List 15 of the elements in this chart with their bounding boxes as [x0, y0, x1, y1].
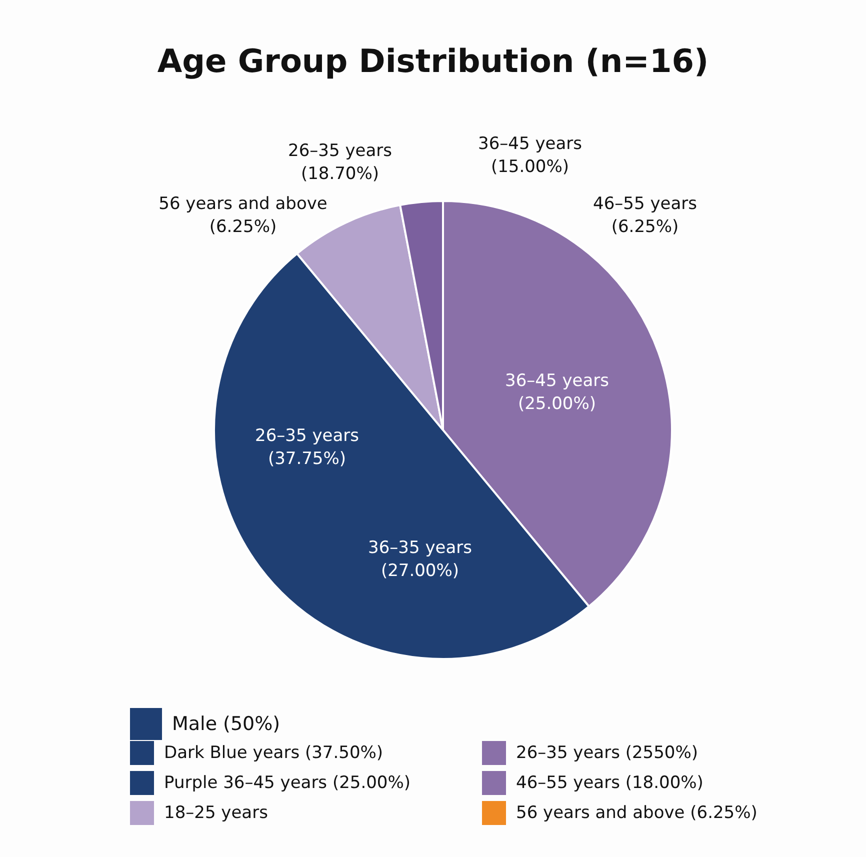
- text: 36–35 years (27.00%): [368, 537, 472, 583]
- text: 36–45 years (15.00%): [478, 133, 582, 179]
- text: 26–35 years (18.70%): [288, 140, 392, 186]
- text: 26–35 years (2550%): [516, 742, 698, 764]
- text: 46–55 years (18.00%): [516, 772, 704, 794]
- text: Purple 36–45 years (25.00%): [164, 772, 411, 794]
- chart-title: Age Group Distribution (n=16): [156, 42, 710, 80]
- text: 36–45 years (25.00%): [505, 370, 609, 416]
- text: 56 years and above (6.25%): [158, 193, 328, 239]
- text: 56 years and above (6.25%): [516, 802, 758, 824]
- text: Dark Blue years (37.50%): [164, 742, 384, 764]
- text: 46–55 years (6.25%): [593, 193, 697, 239]
- text: Male (50%): [172, 713, 280, 735]
- text: 26–35 years (37.75%): [255, 425, 359, 471]
- text: 18–25 years: [164, 802, 268, 824]
